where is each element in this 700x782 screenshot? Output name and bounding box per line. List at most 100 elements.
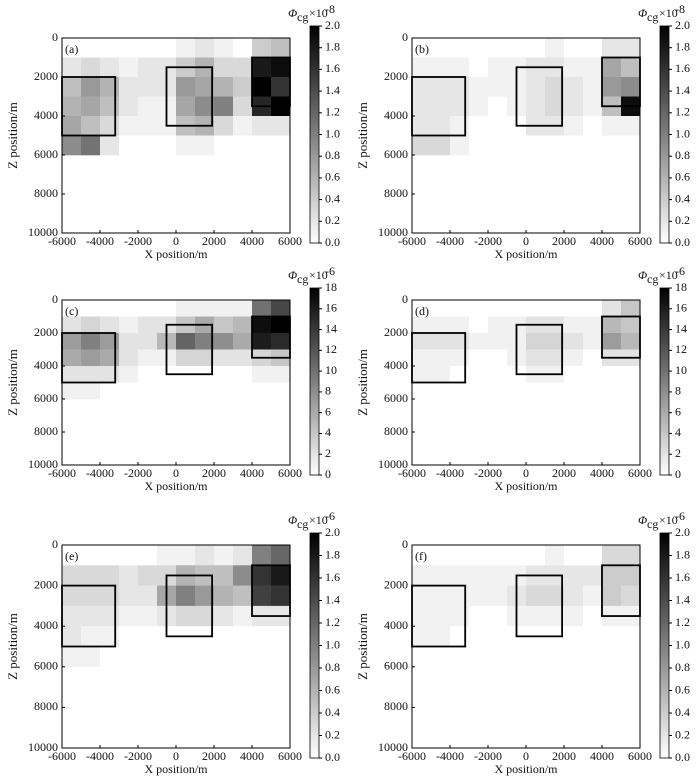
colorbar-tick-label: 10 — [325, 363, 337, 377]
heat-cell — [100, 646, 120, 668]
x-tick-label: -4000 — [436, 466, 464, 480]
x-tick-label: -2000 — [474, 234, 502, 248]
heat-cell — [602, 135, 622, 156]
heat-cell — [271, 300, 291, 317]
heat-cell — [412, 349, 432, 367]
heat-cell — [621, 585, 641, 607]
heat-cell — [81, 646, 101, 668]
panel: -6000 -4000 -2000 0 2000 4000 6000 0 2000 4000 600… — [5, 509, 340, 776]
heat-cell — [138, 38, 158, 58]
x-tick-label: -6000 — [48, 466, 76, 480]
heat-cell — [214, 545, 234, 566]
heat-cell — [488, 626, 508, 647]
y-tick-label: 10000 — [28, 740, 58, 754]
heat-cell — [564, 349, 584, 367]
heat-cell — [138, 116, 158, 136]
heat-cell — [526, 96, 546, 117]
colorbar-tick-label: 0.2 — [675, 727, 690, 741]
colorbar-tick-label: 1.6 — [675, 570, 690, 584]
heat-cell — [100, 135, 120, 156]
heat-cell — [564, 300, 584, 317]
colorbar-subscript: cg — [297, 272, 308, 286]
y-tick-label: 8000 — [384, 699, 408, 713]
x-tick-label: 2000 — [552, 234, 576, 248]
heat-cell — [488, 116, 508, 136]
heat-cell — [583, 626, 603, 647]
colorbar-tick-label: 1.6 — [325, 570, 340, 584]
x-tick-label: 6000 — [278, 749, 302, 763]
heat-cell — [621, 135, 641, 156]
heat-cell — [602, 626, 622, 647]
heat-cell — [469, 77, 489, 97]
heat-cell — [62, 585, 82, 607]
heat-cell — [488, 300, 508, 317]
x-tick-label: 0 — [173, 234, 179, 248]
heat-cell — [252, 333, 272, 350]
heat-cell — [176, 545, 196, 566]
colorbar-tick-label: 1.4 — [675, 83, 690, 97]
heat-cell — [545, 646, 565, 668]
y-tick-label: 2000 — [384, 69, 408, 83]
heat-cell — [81, 605, 101, 627]
heat-cell — [62, 96, 82, 117]
heat-cell — [507, 646, 527, 668]
heat-cell — [545, 96, 565, 117]
y-tick-label: 2000 — [384, 577, 408, 591]
x-tick-label: -6000 — [48, 749, 76, 763]
heat-cell — [412, 585, 432, 607]
heat-cell — [100, 96, 120, 117]
heat-cell — [602, 585, 622, 607]
colorbar-multiplier: ×10 — [309, 268, 328, 282]
heat-cell — [412, 316, 432, 334]
y-tick-label: 4000 — [34, 358, 58, 372]
x-axis-label: X position/m — [494, 479, 558, 493]
heat-cell — [195, 646, 215, 668]
heat-cell — [488, 605, 508, 627]
heat-cell — [271, 333, 291, 350]
heat-cell — [233, 605, 253, 627]
heat-cell — [621, 565, 641, 586]
colorbar-tick-label: 0.0 — [675, 235, 690, 249]
heat-cell — [214, 57, 234, 78]
panel-label: (b) — [415, 42, 429, 56]
heat-cell — [138, 585, 158, 607]
heat-cell — [195, 333, 215, 350]
heat-cell — [526, 605, 546, 627]
heat-cell — [431, 38, 451, 58]
colorbar-subscript: cg — [297, 10, 308, 24]
heat-cell — [119, 545, 139, 566]
heat-cell — [431, 316, 451, 334]
y-tick-label: 4000 — [34, 618, 58, 632]
y-tick-label: 0 — [52, 292, 58, 306]
heat-cell — [195, 585, 215, 607]
heat-cell — [233, 300, 253, 317]
heat-cell — [271, 565, 291, 586]
x-tick-label: 0 — [523, 466, 529, 480]
heat-cell — [100, 300, 120, 317]
heat-cell — [138, 626, 158, 647]
colorbar-tick-label: 2.0 — [675, 18, 690, 32]
colorbar-multiplier: ×10 — [309, 513, 328, 527]
x-tick-label: 6000 — [628, 234, 652, 248]
heat-cell — [138, 565, 158, 586]
heat-cell — [233, 626, 253, 647]
colorbar-symbol: Φ — [638, 268, 647, 282]
heat-cell — [602, 545, 622, 566]
heat-cell — [602, 382, 622, 400]
heat-cell — [214, 333, 234, 350]
heat-cell — [621, 333, 641, 350]
y-tick-label: 2000 — [34, 69, 58, 83]
heat-cell — [621, 116, 641, 136]
heat-cell — [138, 333, 158, 350]
x-axis-label: X position/m — [144, 479, 208, 493]
colorbar-exponent: -6 — [325, 509, 335, 523]
colorbar-tick-label: 1.6 — [675, 61, 690, 75]
x-tick-label: 4000 — [240, 466, 264, 480]
y-tick-label: 4000 — [384, 108, 408, 122]
heat-cell — [100, 316, 120, 334]
heat-cell — [271, 316, 291, 334]
heat-cell — [412, 300, 432, 317]
heat-cell — [526, 333, 546, 350]
colorbar-symbol: Φ — [638, 513, 647, 527]
colorbar-tick-label: 0.0 — [325, 750, 340, 764]
